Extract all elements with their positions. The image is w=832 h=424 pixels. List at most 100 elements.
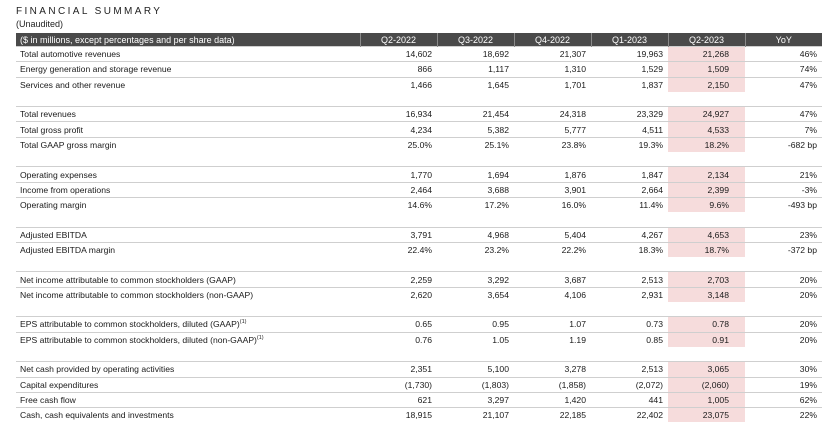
- row-label: Operating margin: [16, 196, 360, 213]
- value-cell: 2,703: [668, 271, 745, 288]
- value-cell: 3,278: [514, 361, 591, 378]
- row-label-text: Energy generation and storage revenue: [20, 64, 172, 75]
- spacer-cell: [360, 212, 437, 227]
- value-cell: 21,454: [437, 106, 514, 122]
- value-cell: 866: [360, 61, 437, 78]
- spacer-cell: [514, 212, 591, 227]
- spacer-cell: [437, 152, 514, 167]
- value-cell: 16.0%: [514, 196, 591, 213]
- row-label-text: EPS attributable to common stockholders,…: [20, 319, 240, 330]
- row-label-text: Total gross profit: [20, 124, 84, 135]
- page-title: FINANCIAL SUMMARY: [16, 6, 163, 17]
- value-cell: 0.76: [360, 331, 437, 347]
- value-cell: (2,072): [591, 376, 668, 393]
- table-row: Free cash flow 621 3,297 1,420 441 1,005 62%: [16, 391, 822, 408]
- spacer-cell: [437, 302, 514, 317]
- spacer-cell: [668, 302, 745, 317]
- value-cell: 23,075: [668, 407, 745, 423]
- value-cell: 24,318: [514, 106, 591, 122]
- spacer-cell: [591, 257, 668, 272]
- spacer-cell: [360, 152, 437, 167]
- value-cell: 4,234: [360, 121, 437, 138]
- spacer-cell: [360, 257, 437, 272]
- value-cell: 23,329: [591, 106, 668, 122]
- yoy-cell: 47%: [745, 76, 822, 92]
- value-cell: (2,060): [668, 376, 745, 393]
- group-spacer-row: [16, 91, 822, 107]
- value-cell: 3,654: [437, 286, 514, 303]
- value-cell: 2,664: [591, 181, 668, 198]
- value-cell: 21,107: [437, 407, 514, 423]
- yoy-cell: 74%: [745, 61, 822, 78]
- table-row: Capital expenditures (1,730) (1,803) (1,858…: [16, 376, 822, 393]
- table-row: Cash, cash equivalents and investments 18…: [16, 407, 822, 423]
- value-cell: 1,770: [360, 166, 437, 183]
- table-row: Net income attributable to common stockh…: [16, 271, 822, 288]
- value-cell: 16,934: [360, 106, 437, 122]
- value-cell: 3,065: [668, 361, 745, 378]
- spacer-cell: [745, 92, 822, 107]
- value-cell: (1,730): [360, 376, 437, 393]
- group-spacer-row: [16, 257, 822, 272]
- yoy-cell: 23%: [745, 226, 822, 243]
- spacer-cell: [360, 92, 437, 107]
- row-label-text: Operating expenses: [20, 169, 97, 180]
- value-cell: 4,533: [668, 121, 745, 138]
- value-cell: 1.07: [514, 316, 591, 333]
- value-cell: 1,529: [591, 61, 668, 78]
- value-cell: 5,382: [437, 121, 514, 138]
- table-row: EPS attributable to common stockholders,…: [16, 316, 822, 333]
- spacer-cell: [745, 152, 822, 167]
- value-cell: 2,464: [360, 181, 437, 198]
- spacer-cell: [668, 257, 745, 272]
- value-cell: 18.2%: [668, 136, 745, 153]
- value-cell: 18.7%: [668, 241, 745, 258]
- row-label-text: Net cash provided by operating activitie…: [20, 364, 175, 375]
- value-cell: 0.95: [437, 316, 514, 333]
- row-label: Net income attributable to common stockh…: [16, 286, 360, 303]
- spacer-cell: [745, 212, 822, 227]
- column-header: Q2-2023: [667, 33, 745, 47]
- spacer-cell: [668, 152, 745, 167]
- table-body: Total automotive revenues 14,602 18,692 21,…: [16, 45, 822, 423]
- value-cell: (1,803): [437, 376, 514, 393]
- table-header-row: ($ in millions, except percentages and p…: [16, 33, 822, 47]
- row-label-text: Adjusted EBITDA: [20, 229, 87, 240]
- table-row: Total gross profit 4,234 5,382 5,777 4,511 4,…: [16, 121, 822, 138]
- group-spacer-row: [16, 302, 822, 317]
- value-cell: 18,915: [360, 407, 437, 423]
- group-spacer-row: [16, 212, 822, 228]
- yoy-cell: -372 bp: [745, 241, 822, 258]
- spacer-cell: [591, 347, 668, 362]
- spacer-cell: [514, 92, 591, 107]
- value-cell: 0.78: [668, 316, 745, 333]
- value-cell: 9.6%: [668, 196, 745, 213]
- row-label: Energy generation and storage revenue: [16, 61, 360, 78]
- row-label: Total automotive revenues: [16, 45, 360, 62]
- yoy-cell: 22%: [745, 407, 822, 423]
- value-cell: 24,927: [668, 106, 745, 122]
- spacer-cell: [668, 346, 745, 362]
- value-cell: 5,777: [514, 121, 591, 138]
- row-label: EPS attributable to common stockholders,…: [16, 331, 360, 347]
- row-label-text: Operating margin: [20, 200, 87, 211]
- footnote-marker: (1): [256, 334, 264, 341]
- yoy-cell: 20%: [745, 331, 822, 347]
- value-cell: 14,602: [360, 45, 437, 62]
- group-spacer-row: [16, 152, 822, 167]
- spacer-cell: [16, 302, 360, 317]
- table-row: Adjusted EBITDA 3,791 4,968 5,404 4,267 4,653…: [16, 226, 822, 243]
- table-row: EPS attributable to common stockholders,…: [16, 331, 822, 347]
- spacer-cell: [16, 152, 360, 167]
- table-row: Energy generation and storage revenue 866…: [16, 61, 822, 78]
- spacer-cell: [16, 347, 360, 362]
- spacer-cell: [591, 152, 668, 167]
- value-cell: 18.3%: [591, 241, 668, 258]
- value-cell: 1,005: [668, 391, 745, 408]
- value-cell: 2,351: [360, 361, 437, 378]
- value-cell: (1,858): [514, 376, 591, 393]
- row-label: Services and other revenue: [16, 76, 360, 92]
- yoy-cell: -682 bp: [745, 136, 822, 153]
- value-cell: 22,185: [514, 407, 591, 423]
- value-cell: 3,687: [514, 271, 591, 288]
